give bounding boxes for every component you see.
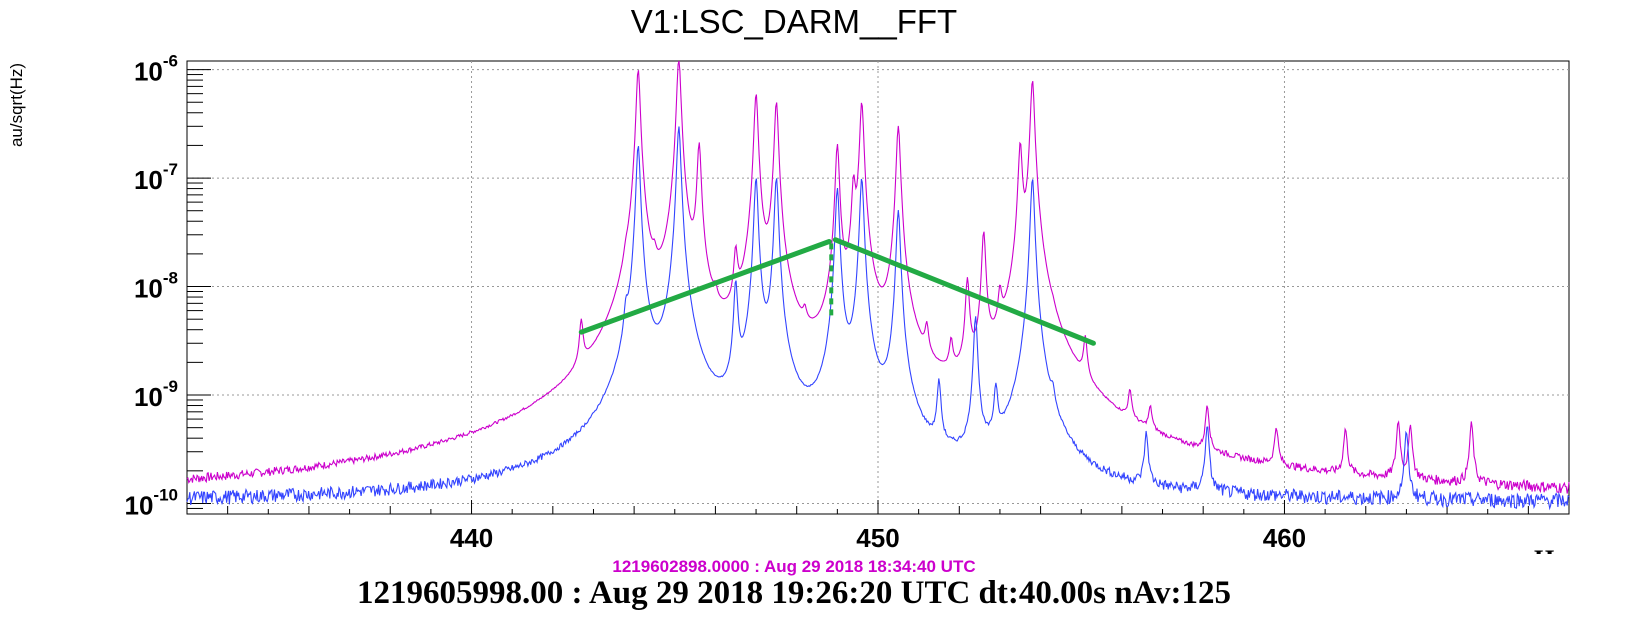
y-tick-label: 10-7: [134, 160, 178, 195]
y-tick-label: 10-9: [134, 377, 178, 412]
series-line-1: [186, 60, 1570, 494]
annotation-layer: [578, 237, 1096, 346]
x-unit-label-clip: Hz: [1534, 545, 1566, 574]
chart-title: V1:LSC_DARM__FFT: [631, 3, 957, 40]
y-tick-label: 10-10: [125, 485, 179, 520]
y-tick-label: 10-6: [134, 52, 178, 87]
reference-trace-label: 1219602898.0000 : Aug 29 2018 18:34:40 U…: [612, 557, 975, 576]
x-axis-unit: Hz: [1534, 545, 1566, 574]
x-tick-labels: 440 450 460: [450, 523, 1306, 553]
y-tick-label: 10-8: [134, 269, 178, 304]
series-layer: [186, 60, 1570, 511]
series-line-2: [186, 126, 1570, 511]
y-axis-label: au/sqrt(Hz): [7, 63, 26, 147]
y-tick-labels: 10-6 10-7 10-8 10-9 10-10: [125, 52, 179, 521]
grid: [187, 61, 1569, 514]
x-tick-label: 450: [856, 523, 899, 553]
annotation-left-line: [578, 239, 832, 335]
x-tick-label: 440: [450, 523, 493, 553]
annotation-right-line: [832, 237, 1096, 346]
axis-ticks: [186, 69, 1570, 515]
footer-label: 1219605998.00 : Aug 29 2018 19:26:20 UTC…: [357, 575, 1231, 611]
x-tick-label: 460: [1263, 523, 1306, 553]
